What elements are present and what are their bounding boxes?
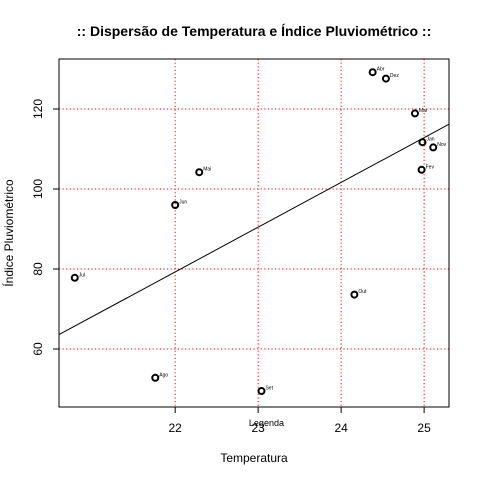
axes: 22 23 24 25 60 80 100 120 <box>31 58 450 435</box>
data-point-ago <box>151 373 160 382</box>
plot-frame <box>58 58 450 408</box>
point-label-jul: Jul <box>79 272 85 278</box>
point-label-out: Out <box>358 289 367 295</box>
data-point-out <box>350 290 359 299</box>
data-point-fev <box>417 165 426 174</box>
regression-line-group <box>58 123 450 336</box>
point-label-nov: Nov <box>437 142 446 148</box>
point-label-fev: Fev <box>426 164 435 170</box>
point-label-abr: Abr <box>377 67 385 73</box>
point-label-mar: Mar <box>419 108 428 114</box>
data-point-jul <box>70 273 79 282</box>
point-label-set: Set <box>265 386 273 392</box>
data-point-set <box>257 387 266 395</box>
data-point-abr <box>368 68 377 77</box>
point-label-dez: Dez <box>390 73 399 79</box>
point-label-mai: Mai <box>203 167 211 173</box>
y-tick-label: 60 <box>31 342 45 356</box>
chart-title: :: Dispersão de Temperatura e Índice Plu… <box>77 23 432 39</box>
y-tick-label: 120 <box>31 99 45 119</box>
y-tick-label: 100 <box>31 179 45 199</box>
x-tick-label: 22 <box>168 421 182 435</box>
x-tick-label: 24 <box>334 421 348 435</box>
data-point-nov <box>429 143 438 152</box>
x-tick-label: 23 <box>251 421 265 435</box>
data-point-dez <box>381 74 390 83</box>
regression-line <box>58 123 450 336</box>
data-point-jun <box>171 201 180 209</box>
point-label-jan: Jan <box>426 137 434 143</box>
legend-annotation: Legenda <box>249 418 284 428</box>
y-axis-label: Índice Pluviométrico <box>1 179 16 287</box>
data-point-mar <box>410 109 419 118</box>
y-tick-label: 80 <box>31 262 45 276</box>
point-label-jun: Jun <box>179 200 187 206</box>
x-tick-label: 25 <box>417 421 431 435</box>
data-point-mai <box>195 168 204 177</box>
grid-lines <box>59 59 449 407</box>
x-axis-label: Temperatura <box>220 451 288 465</box>
data-points: Jan Fev Mar Abr Mai Jun Jul Ago Set Out Nov Dez <box>70 67 447 395</box>
point-label-ago: Ago <box>159 372 168 378</box>
data-point-jan <box>418 138 427 147</box>
